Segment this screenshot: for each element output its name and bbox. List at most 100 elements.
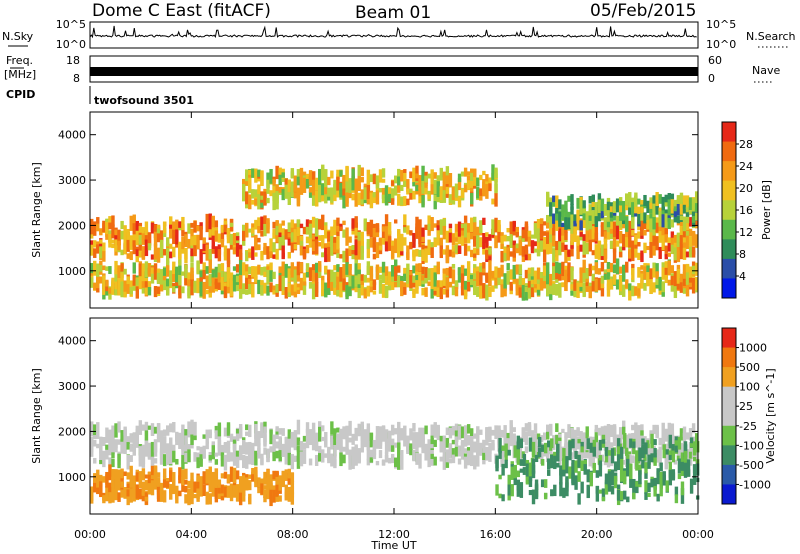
cpid-label: CPID <box>6 88 35 101</box>
echo-cell <box>345 438 349 453</box>
echo-cell <box>661 196 665 211</box>
echo-cell <box>676 282 681 290</box>
echo-cell <box>476 452 480 467</box>
echo-cell <box>403 214 407 229</box>
echo-cell <box>451 186 456 201</box>
echo-cell <box>603 231 608 242</box>
echo-cell <box>108 495 112 504</box>
echo-cell <box>562 448 566 456</box>
echo-cell <box>485 249 489 260</box>
echo-cell <box>120 230 124 240</box>
echo-cell <box>287 236 291 246</box>
echo-cell <box>369 219 374 235</box>
echo-cell <box>251 457 255 465</box>
echo-cell <box>536 433 541 440</box>
echo-cell <box>281 252 285 260</box>
echo-cell <box>187 272 191 285</box>
echo-cell <box>162 278 167 291</box>
echo-cell <box>694 191 699 206</box>
echo-cell <box>336 217 340 231</box>
echo-cell <box>144 480 149 491</box>
echo-cell <box>208 493 212 505</box>
echo-cell <box>220 226 225 242</box>
colorbar-cell <box>722 219 736 240</box>
echo-cell <box>615 258 620 275</box>
echo-cell <box>473 168 477 182</box>
echo-cell <box>211 277 215 293</box>
echo-cell <box>418 427 422 440</box>
echo-cell <box>558 440 562 454</box>
echo-cell <box>321 214 325 231</box>
echo-cell <box>629 438 633 448</box>
echo-cell <box>172 422 176 433</box>
echo-cell <box>235 284 240 292</box>
echo-cell <box>412 249 416 256</box>
echo-cell <box>653 477 657 489</box>
echo-cell <box>631 263 635 270</box>
echo-cell <box>561 204 565 221</box>
echo-cell <box>114 281 118 290</box>
echo-cell <box>412 288 416 298</box>
echo-cell <box>196 234 200 250</box>
echo-cell <box>664 454 668 470</box>
echo-cell <box>682 234 687 244</box>
echo-cell <box>470 192 474 205</box>
echo-cell <box>257 237 261 243</box>
echo-cell <box>96 223 100 232</box>
echo-cell <box>686 459 691 473</box>
echo-cell <box>336 427 340 433</box>
echo-cell <box>126 244 130 251</box>
echo-cell <box>217 276 222 290</box>
echo-cell <box>205 469 209 484</box>
echo-cell <box>510 484 514 497</box>
echo-cell <box>339 182 343 198</box>
echo-cell <box>184 248 188 264</box>
echo-cell <box>138 234 143 245</box>
echo-cell <box>454 237 459 242</box>
echo-cell <box>248 194 252 210</box>
echo-cell <box>558 452 562 459</box>
echo-cell <box>193 435 197 441</box>
echo-cell <box>372 192 377 197</box>
echo-cell <box>622 264 626 280</box>
echo-cell <box>570 427 574 440</box>
echo-cell <box>93 221 97 236</box>
echo-cell <box>254 168 258 183</box>
echo-cell <box>324 431 328 445</box>
echo-cell <box>238 275 243 285</box>
echo-cell <box>232 444 237 452</box>
echo-cell <box>594 262 599 275</box>
echo-cell <box>612 221 617 238</box>
echo-cell <box>202 243 206 251</box>
echo-cell <box>296 446 301 462</box>
echo-cell <box>555 250 559 262</box>
echo-cell <box>595 485 600 494</box>
echo-cell <box>400 184 404 191</box>
echo-cell <box>573 429 577 435</box>
echo-cell <box>507 449 511 456</box>
echo-cell <box>552 248 556 263</box>
echo-cell <box>296 229 301 245</box>
echo-cell <box>238 260 243 276</box>
echo-cell <box>589 471 593 487</box>
echo-cell <box>281 228 285 240</box>
echo-cell <box>495 484 499 496</box>
echo-cell <box>536 241 541 256</box>
echo-cell <box>518 240 523 256</box>
echo-cell <box>626 458 630 469</box>
echo-cell <box>281 241 285 258</box>
echo-cell <box>594 448 599 459</box>
echo-cell <box>366 434 371 450</box>
echo-cell <box>181 435 185 451</box>
time-tick-label: 08:00 <box>277 528 309 541</box>
echo-cell <box>357 452 361 463</box>
echo-cell <box>235 455 240 468</box>
echo-cell <box>640 430 644 436</box>
echo-cell <box>454 183 459 198</box>
echo-cell <box>597 431 602 436</box>
echo-cell <box>439 167 443 181</box>
echo-cell <box>676 195 681 203</box>
echo-cell <box>232 456 237 466</box>
echo-cell <box>147 263 152 277</box>
echo-cell <box>534 489 539 500</box>
